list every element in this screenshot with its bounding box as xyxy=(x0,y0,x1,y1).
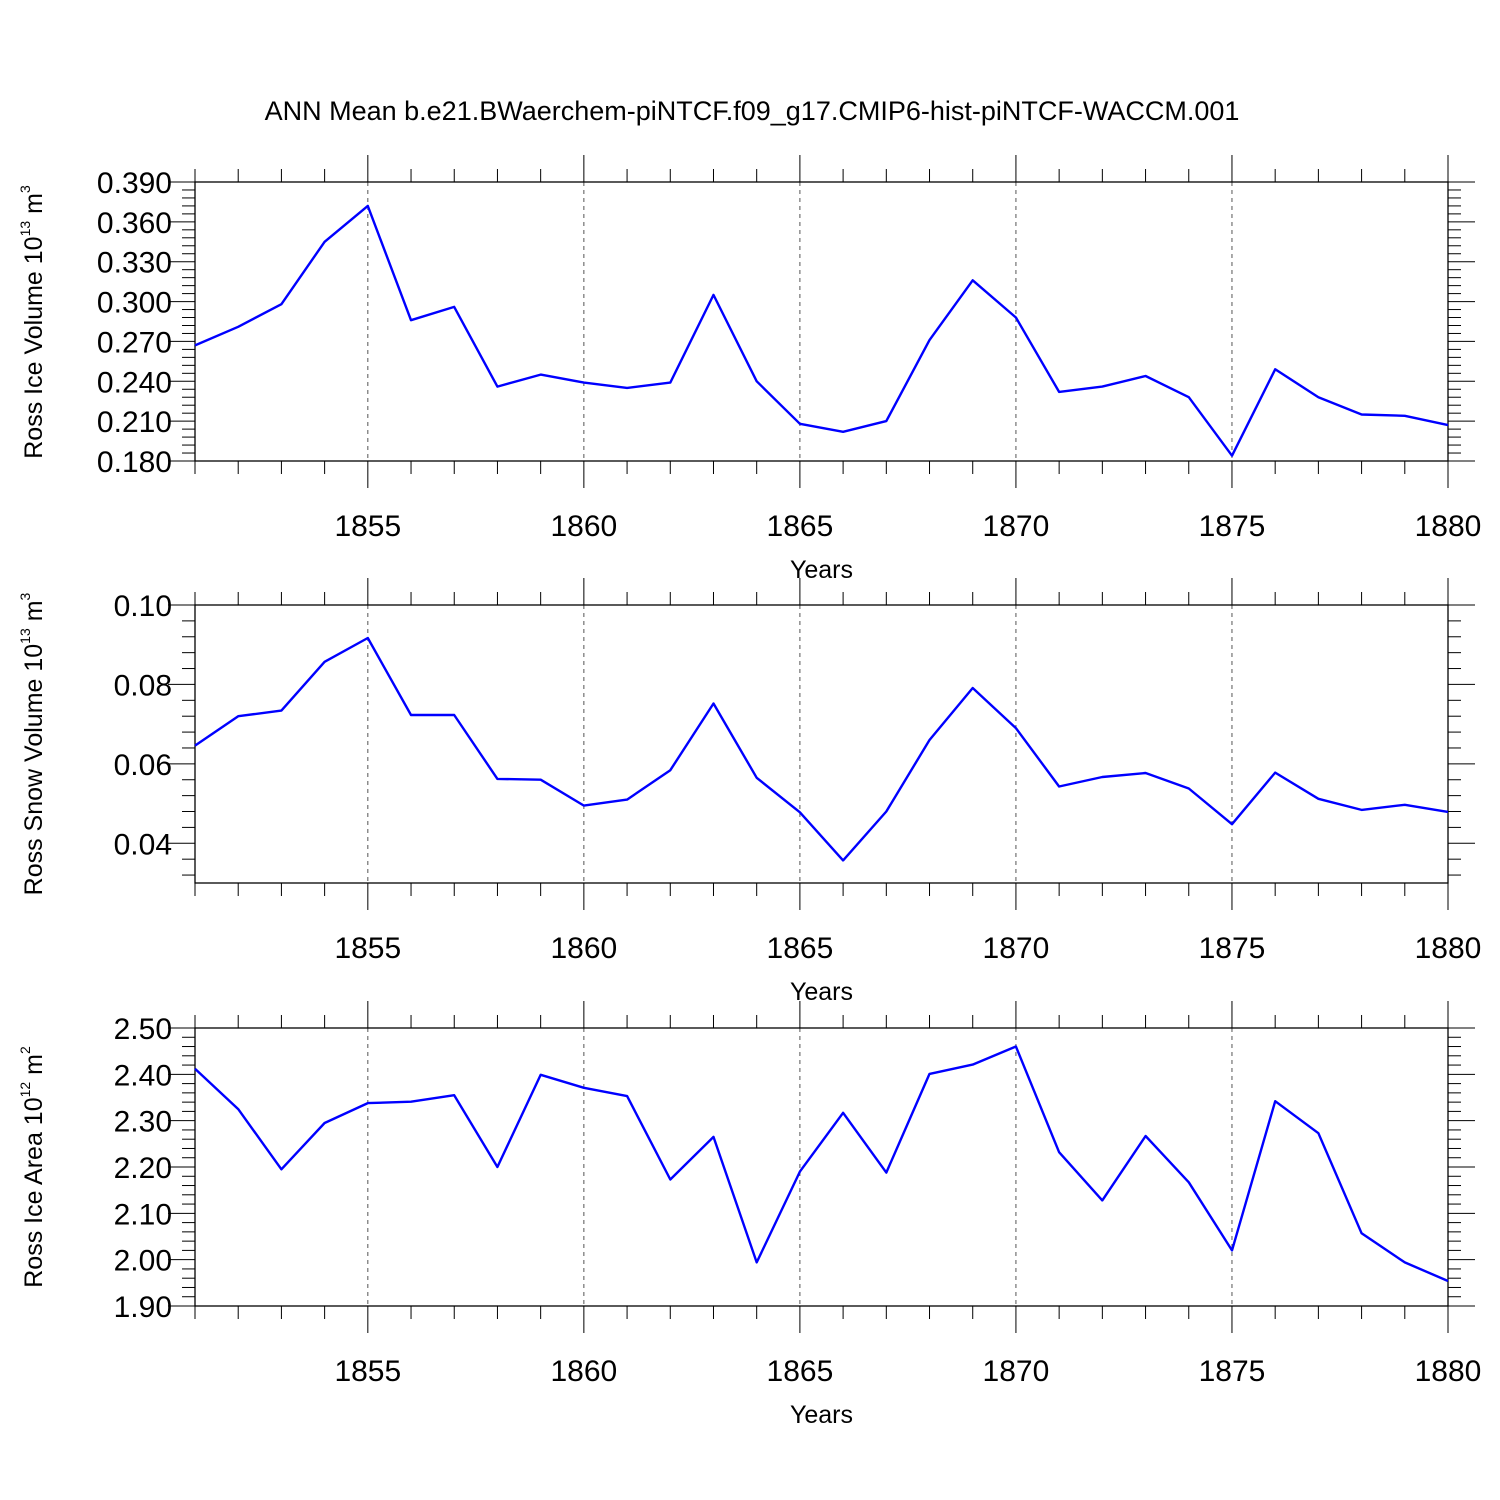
y-tick-label: 0.04 xyxy=(114,828,172,861)
y-axis-label: Ross Snow Volume 1013 m3 xyxy=(17,592,48,895)
x-tick-label: 1865 xyxy=(767,932,834,965)
y-axis-label-unit: m xyxy=(20,600,48,628)
x-tick-label: 1855 xyxy=(334,932,401,965)
x-tick-label: 1880 xyxy=(1415,932,1482,965)
y-tick-label: 2.10 xyxy=(114,1198,172,1231)
x-tick-label: 1875 xyxy=(1199,1355,1266,1388)
y-axis-label-text: Ross Ice Volume 10 xyxy=(20,236,48,458)
x-tick-label: 1880 xyxy=(1415,510,1482,543)
y-tick-label: 2.40 xyxy=(114,1059,172,1092)
panel-2: 1855 1860 1865 1870 1875 1880 0.04 0.06 0.08 0.10… xyxy=(17,578,1481,1006)
y-tick-label: 0.270 xyxy=(97,326,172,359)
y-tick-label: 0.360 xyxy=(97,207,172,240)
panel-3: 1855 1860 1865 1870 1875 1880 1.90 2.00 2.10 2.20… xyxy=(17,1001,1481,1429)
x-tick-label: 1865 xyxy=(767,510,834,543)
y-tick-label: 0.08 xyxy=(114,669,172,702)
x-axis-label: Years xyxy=(790,556,853,584)
x-tick-label: 1860 xyxy=(550,510,617,543)
y-axis-label-exponent: 13 xyxy=(17,628,33,644)
y-tick-label: 2.50 xyxy=(114,1013,172,1046)
y-tick-label: 2.20 xyxy=(114,1152,172,1185)
plot-frame xyxy=(194,604,1449,884)
x-tick-label: 1870 xyxy=(983,1355,1050,1388)
x-axis-label: Years xyxy=(790,978,853,1006)
y-tick-label: 0.06 xyxy=(114,749,172,782)
x-tick-label: 1870 xyxy=(983,510,1050,543)
series-line xyxy=(194,636,1449,862)
x-tick-label: 1865 xyxy=(767,1355,834,1388)
y-axis-label: Ross Ice Volume 1013 m3 xyxy=(17,185,48,459)
x-tick-label: 1875 xyxy=(1199,932,1266,965)
x-tick-label: 1860 xyxy=(550,1355,617,1388)
y-tick-label: 0.10 xyxy=(114,590,172,623)
x-axis-label: Years xyxy=(790,1401,853,1429)
y-axis-label-text: Ross Ice Area 10 xyxy=(20,1097,48,1287)
y-tick-label: 2.00 xyxy=(114,1245,172,1278)
x-tick-label: 1875 xyxy=(1199,510,1266,543)
y-tick-label: 0.180 xyxy=(97,446,172,479)
plot-frame xyxy=(194,181,1449,462)
y-axis-label-text: Ross Snow Volume 10 xyxy=(20,644,48,896)
series-line xyxy=(194,204,1449,457)
y-tick-label: 0.390 xyxy=(97,167,172,200)
plot-frame xyxy=(194,1027,1449,1307)
x-tick-label: 1855 xyxy=(334,510,401,543)
x-tick-label: 1860 xyxy=(550,932,617,965)
y-tick-label: 0.210 xyxy=(97,406,172,439)
panel-1: 1855 1860 1865 1870 1875 1880 0.180 0.210 0.240 0… xyxy=(17,155,1481,584)
x-tick-label: 1880 xyxy=(1415,1355,1482,1388)
y-axis-label: Ross Ice Area 1012 m2 xyxy=(17,1046,48,1288)
y-axis-label-exponent: 12 xyxy=(17,1082,33,1098)
y-axis-label-unit-exponent: 2 xyxy=(17,1046,33,1054)
y-tick-label: 2.30 xyxy=(114,1106,172,1139)
figure-title: ANN Mean b.e21.BWaerchem-piNTCF.f09_g17.… xyxy=(265,96,1240,126)
x-tick-label: 1870 xyxy=(983,932,1050,965)
y-tick-label: 1.90 xyxy=(114,1291,172,1324)
y-axis-label-unit-exponent: 3 xyxy=(17,592,33,600)
y-tick-label: 0.330 xyxy=(97,247,172,280)
x-tick-label: 1855 xyxy=(334,1355,401,1388)
y-tick-label: 0.300 xyxy=(97,287,172,320)
y-axis-label-exponent: 13 xyxy=(17,221,33,237)
series-line xyxy=(194,1045,1449,1283)
y-axis-label-unit: m xyxy=(20,1054,48,1082)
y-axis-label-unit: m xyxy=(20,193,48,221)
y-tick-label: 0.240 xyxy=(97,366,172,399)
y-axis-label-unit-exponent: 3 xyxy=(17,185,33,193)
